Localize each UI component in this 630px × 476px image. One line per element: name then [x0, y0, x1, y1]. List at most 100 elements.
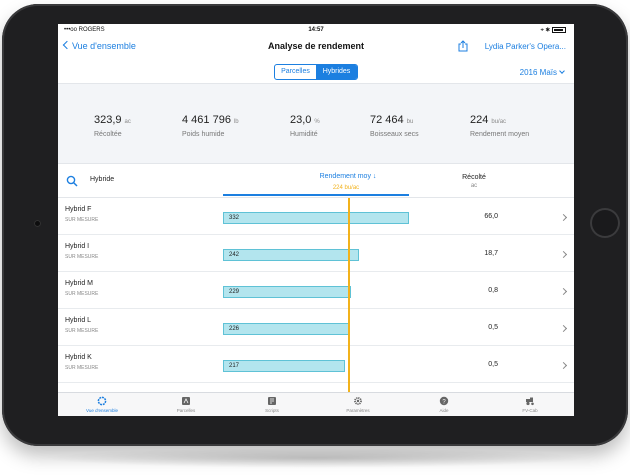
stat-label: Rendement moyen	[470, 131, 530, 138]
stat-label: Humidité	[290, 131, 318, 138]
tab-fields[interactable]: Parcelles	[156, 396, 216, 413]
harvested-column-header[interactable]: Récolté	[462, 174, 486, 181]
carrier-label: •••oo ROGERS	[64, 27, 105, 33]
navigation-bar: Vue d'ensemble Analyse de rendement Lydi…	[58, 36, 574, 60]
home-button[interactable]	[590, 208, 620, 238]
average-marker-label: 224 bu/ac	[332, 185, 360, 191]
chevron-right-icon	[559, 287, 568, 296]
chevron-right-icon	[559, 324, 568, 333]
sort-indicator-underline	[223, 194, 409, 196]
svg-text:?: ?	[442, 399, 446, 405]
page-title: Analyse de rendement	[267, 41, 365, 51]
stat-value: 23,0	[290, 114, 312, 126]
help-icon: ?	[439, 396, 449, 405]
hybrid-type: SUR MESURE	[65, 291, 99, 297]
clock: 14:57	[308, 27, 324, 33]
stat-wet-weight: 4 461 796 lb Poids humide	[182, 110, 239, 138]
chevron-down-icon	[559, 68, 565, 74]
hybrid-row[interactable]: Hybrid F SUR MESURE 332 66,0	[58, 198, 574, 235]
harvested-value: 0,5	[488, 361, 498, 368]
yield-bar: 332	[223, 212, 409, 224]
season-label: 2016 Maïs	[519, 68, 557, 77]
yield-bar-label: 229	[229, 289, 240, 295]
gear-icon	[354, 397, 362, 405]
status-icons: ⌖ ✱	[540, 27, 550, 34]
scripts-icon	[268, 397, 276, 405]
stat-unit: bu/ac	[491, 119, 507, 125]
stat-label: Récoltée	[94, 131, 122, 138]
back-button[interactable]: Vue d'ensemble	[62, 40, 136, 51]
stat-moisture: 23,0% Humidité	[290, 110, 320, 138]
tab-bar: Vue d'ensemble Parcelles Scripts Paramèt…	[58, 392, 574, 416]
tab-label: Paramètres	[346, 408, 370, 413]
tractor-icon	[526, 397, 534, 406]
battery-icon	[552, 27, 566, 33]
season-selector[interactable]: 2016 Maïs	[519, 68, 565, 77]
battery-indicator: ⌖ ✱	[540, 27, 566, 35]
hybrid-name: Hybrid M	[65, 280, 94, 287]
segment-hybrids[interactable]: Hybrides	[316, 65, 357, 79]
table-header: Hybride Rendement moy ↓ 224 bu/ac Récolt…	[58, 164, 574, 198]
share-icon[interactable]	[458, 40, 468, 52]
tab-label: FV-Cab	[522, 408, 538, 413]
device-shadow	[40, 448, 590, 468]
tab-label: Vue d'ensemble	[86, 408, 118, 413]
stat-label: Poids humide	[182, 131, 225, 138]
yield-bar: 217	[223, 360, 345, 372]
overview-ring-icon	[97, 396, 107, 406]
stat-unit: ac	[124, 119, 131, 125]
stat-value: 224	[470, 114, 489, 126]
stat-dry-bushels: 72 464 bu Boisseaux secs	[370, 110, 419, 138]
tab-overview[interactable]: Vue d'ensemble	[72, 396, 132, 413]
yield-column-header[interactable]: Rendement moy ↓	[319, 173, 377, 180]
hybrid-row[interactable]: Hybrid L SUR MESURE 226 0,5	[58, 309, 574, 346]
hybrid-row[interactable]: Hybrid M SUR MESURE 229 0,8	[58, 272, 574, 309]
stat-harvested: 323,9 ac Récoltée	[94, 110, 131, 138]
view-segmented-control: Parcelles Hybrides	[274, 64, 358, 80]
tab-settings[interactable]: Paramètres	[328, 396, 388, 413]
hybrid-name: Hybrid K	[65, 354, 92, 361]
yield-bar: 242	[223, 249, 359, 261]
stat-value: 323,9	[94, 114, 122, 126]
search-icon[interactable]	[66, 175, 78, 187]
back-label: Vue d'ensemble	[72, 41, 136, 51]
yield-bar-label: 242	[229, 252, 240, 258]
tab-help[interactable]: ? Aide	[414, 396, 474, 413]
chevron-right-icon	[559, 250, 568, 259]
fields-icon	[182, 397, 190, 405]
hybrid-type: SUR MESURE	[65, 254, 99, 260]
stat-unit: %	[314, 119, 320, 125]
hybrid-row[interactable]: Hybrid I SUR MESURE 242 18,7	[58, 235, 574, 272]
harvested-value: 18,7	[484, 250, 498, 257]
tab-fv-cab[interactable]: FV-Cab	[500, 396, 560, 413]
status-bar: •••oo ROGERS 14:57 ⌖ ✱	[58, 24, 574, 36]
hybrid-row[interactable]: Hybrid K SUR MESURE 217 0,5	[58, 346, 574, 383]
hybrid-name: Hybrid F	[65, 206, 92, 213]
harvested-value: 0,5	[488, 324, 498, 331]
operator-selector[interactable]: Lydia Parker's Opera...	[484, 42, 566, 51]
stat-value: 72 464	[370, 114, 404, 126]
average-yield-line	[348, 198, 351, 392]
hybrid-column-header[interactable]: Hybride	[90, 176, 115, 183]
tab-scripts[interactable]: Scripts	[242, 396, 302, 413]
hybrid-name: Hybrid L	[65, 317, 92, 324]
stat-average-yield: 224 bu/ac Rendement moyen	[470, 110, 529, 138]
stat-value: 4 461 796	[182, 114, 231, 126]
chevron-right-icon	[559, 361, 568, 370]
hybrid-type: SUR MESURE	[65, 217, 99, 223]
front-camera	[34, 220, 41, 227]
harvested-value: 0,8	[488, 287, 498, 294]
tab-label: Parcelles	[176, 408, 196, 413]
hybrid-type: SUR MESURE	[65, 328, 99, 334]
app-screen: •••oo ROGERS 14:57 ⌖ ✱ Vue d'ensemble An…	[58, 24, 574, 416]
segment-fields[interactable]: Parcelles	[281, 68, 310, 75]
tab-label: Scripts	[265, 408, 279, 413]
stat-label: Boisseaux secs	[370, 131, 419, 138]
hybrid-type: SUR MESURE	[65, 365, 99, 371]
chevron-right-icon	[559, 213, 568, 222]
hybrid-name: Hybrid I	[65, 243, 90, 250]
yield-bar: 229	[223, 286, 352, 298]
yield-bar: 226	[223, 323, 350, 335]
stat-unit: lb	[233, 119, 239, 125]
